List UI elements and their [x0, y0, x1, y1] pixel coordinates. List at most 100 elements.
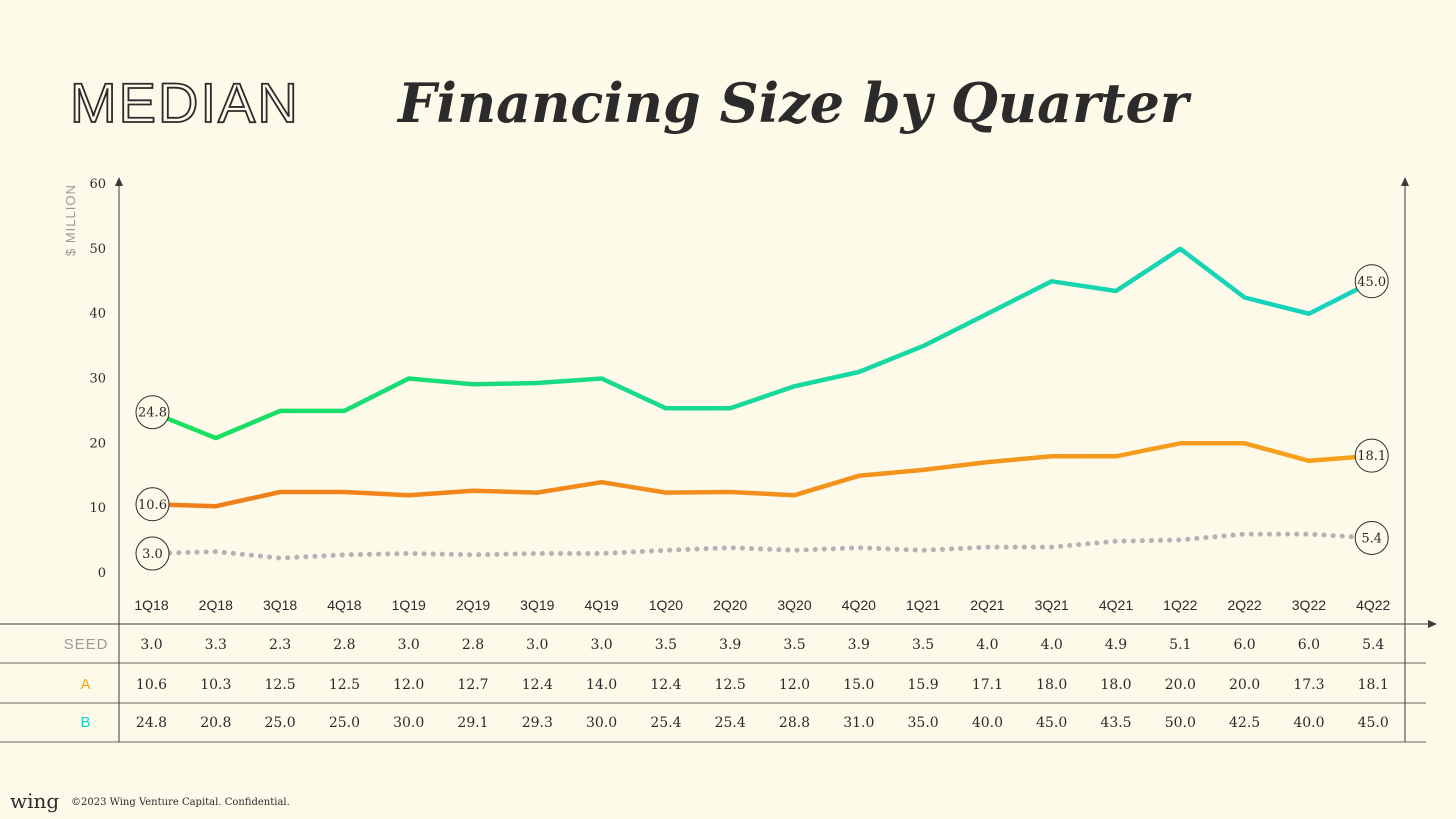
- table-cell: 17.3: [1293, 677, 1324, 693]
- y-axis-arrow-right: [1401, 177, 1409, 186]
- table-cell: 30.0: [586, 715, 617, 731]
- table-row: SEED 3.0 3.3 2.3 2.8 3.0 2.8 3.0 3.0 3.5 3.9 3.5 3.9…: [64, 636, 1385, 653]
- table-cell: 2.3: [269, 637, 291, 653]
- table-cell: 4.0: [1041, 637, 1063, 653]
- table-cell: 45.0: [1358, 715, 1389, 731]
- end-label-a: 10.6: [135, 487, 170, 522]
- table-cell: 20.0: [1229, 677, 1260, 693]
- table-cell: 29.1: [457, 715, 488, 731]
- end-label-b: 45.0: [1354, 264, 1389, 299]
- table-cell: 25.4: [650, 715, 681, 731]
- y-tick-labels: 0 10 20 30 40 50 60: [89, 177, 106, 581]
- axes: [0, 177, 1437, 743]
- end-label-text: 45.0: [1357, 275, 1386, 290]
- series-line-seed: [149, 531, 1376, 561]
- x-tick-label: 4Q21: [1099, 597, 1133, 613]
- end-label-circle: [1354, 520, 1389, 555]
- end-label-circle: [135, 487, 170, 522]
- table-cell: 6.0: [1298, 637, 1320, 653]
- end-label-seed: 5.4: [1354, 520, 1389, 555]
- table-cell: 15.0: [843, 677, 874, 693]
- table-cell: 3.5: [655, 637, 677, 653]
- y-tick-label: 30: [89, 372, 106, 387]
- series-line-b: [149, 246, 1376, 441]
- table-cell: 43.5: [1100, 715, 1131, 731]
- page-title: Financing Size by Quarter: [396, 71, 1192, 135]
- x-tick-label: 1Q18: [134, 597, 168, 613]
- data-table: SEED 3.0 3.3 2.3 2.8 3.0 2.8 3.0 3.0 3.5 3.9 3.5 3.9…: [64, 636, 1389, 731]
- table-cell: 20.0: [1165, 677, 1196, 693]
- table-cell: 25.0: [265, 715, 296, 731]
- table-cell: 3.0: [526, 637, 548, 653]
- table-cell: 4.9: [1105, 637, 1127, 653]
- table-cell: 31.0: [843, 715, 874, 731]
- x-tick-label: 2Q21: [970, 597, 1004, 613]
- x-tick-label: 4Q19: [584, 597, 618, 613]
- x-tick-label: 4Q22: [1356, 597, 1390, 613]
- x-tick-label: 3Q19: [520, 597, 554, 613]
- table-cell: 3.5: [783, 637, 805, 653]
- end-labels: 3.0 5.4 10.6 18.1 24.8 45.0: [135, 264, 1389, 571]
- end-label-text: 3.0: [142, 547, 163, 562]
- table-cell: 3.0: [398, 637, 420, 653]
- end-label-circle: [135, 395, 170, 430]
- x-tick-label: 2Q19: [456, 597, 490, 613]
- end-label-text: 5.4: [1361, 531, 1382, 546]
- table-cell: 45.0: [1036, 715, 1067, 731]
- y-axis-label: $ MILLION: [63, 184, 78, 256]
- wing-logo: wing: [10, 789, 59, 813]
- table-cell: 40.0: [972, 715, 1003, 731]
- title-median: MEDIAN: [70, 71, 300, 134]
- table-cell: 6.0: [1233, 637, 1255, 653]
- table-cell: 2.8: [462, 637, 484, 653]
- y-axis-arrow-left: [115, 177, 123, 186]
- x-tick-label: 2Q18: [199, 597, 233, 613]
- end-label-text: 24.8: [138, 406, 167, 421]
- table-row: B 24.8 20.8 25.0 25.0 30.0 29.1 29.3 30.0 25.4 25.…: [80, 714, 1388, 731]
- table-cell: 3.5: [912, 637, 934, 653]
- table-cell: 3.3: [205, 637, 227, 653]
- end-label-a: 18.1: [1354, 438, 1389, 473]
- x-tick-label: 1Q21: [906, 597, 940, 613]
- table-cell: 20.8: [200, 715, 231, 731]
- table-cell: 2.8: [333, 637, 355, 653]
- table-cell: 14.0: [586, 677, 617, 693]
- end-label-text: 18.1: [1357, 449, 1386, 464]
- table-cell: 12.5: [715, 677, 746, 693]
- table-cell: 10.6: [136, 677, 167, 693]
- end-label-b: 24.8: [135, 395, 170, 430]
- table-cell: 5.1: [1169, 637, 1191, 653]
- table-cell: 29.3: [522, 715, 553, 731]
- table-cell: 40.0: [1293, 715, 1324, 731]
- end-label-circle: [1354, 264, 1389, 299]
- table-cell: 12.0: [393, 677, 424, 693]
- table-cell: 25.0: [329, 715, 360, 731]
- table-cell: 18.1: [1358, 677, 1389, 693]
- y-tick-label: 20: [89, 436, 106, 451]
- x-tick-label: 1Q22: [1163, 597, 1197, 613]
- x-tick-label: 3Q22: [1292, 597, 1326, 613]
- table-cell: 18.0: [1036, 677, 1067, 693]
- table-cell: 50.0: [1165, 715, 1196, 731]
- x-axis-arrow: [1428, 620, 1437, 628]
- table-cell: 35.0: [908, 715, 939, 731]
- x-tick-label: 3Q18: [263, 597, 297, 613]
- table-cell: 42.5: [1229, 715, 1260, 731]
- y-tick-label: 50: [89, 242, 106, 257]
- y-tick-label: 40: [89, 307, 106, 322]
- y-tick-label: 10: [89, 501, 106, 516]
- x-tick-label: 1Q19: [392, 597, 426, 613]
- end-label-circle: [135, 536, 170, 571]
- table-cell: 17.1: [972, 677, 1003, 693]
- table-cell: 24.8: [136, 715, 167, 731]
- footer-copyright: ©2023 Wing Venture Capital. Confidential…: [71, 797, 290, 808]
- table-cell: 28.8: [779, 715, 810, 731]
- series-line-a: [149, 441, 1376, 509]
- table-cell: 12.7: [457, 677, 488, 693]
- table-cell: 3.9: [848, 637, 870, 653]
- table-cell: 4.0: [976, 637, 998, 653]
- table-cell: 15.9: [908, 677, 939, 693]
- table-cell: 12.5: [329, 677, 360, 693]
- table-cell: 12.0: [779, 677, 810, 693]
